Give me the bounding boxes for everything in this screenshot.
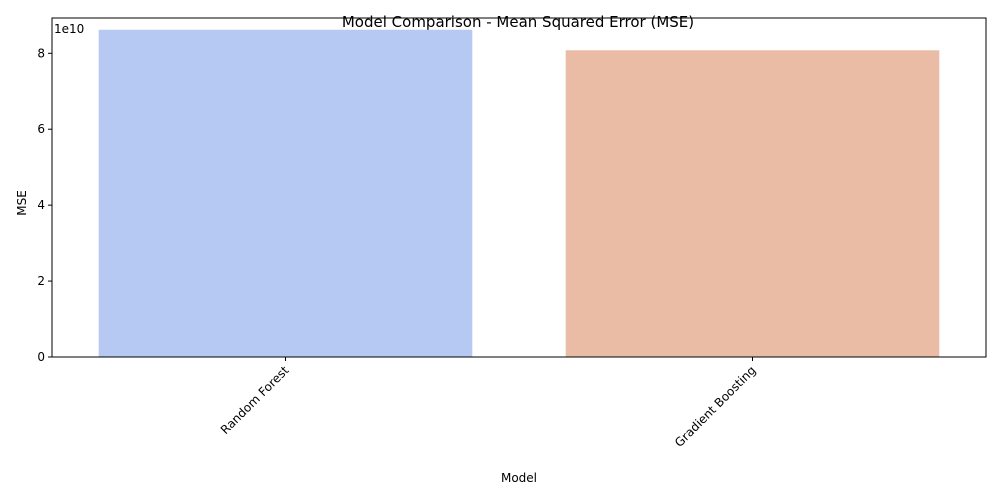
x-tick-label: Gradient Boosting xyxy=(672,363,759,450)
y-axis-label: MSE xyxy=(15,190,29,216)
bar-random-forest xyxy=(98,29,473,358)
y-tick-label: 8 xyxy=(37,46,45,60)
x-axis-label: Model xyxy=(501,471,537,485)
y-tick-label: 2 xyxy=(37,274,45,288)
y-axis: 0 2 4 6 8 xyxy=(37,46,52,364)
chart-title: Model Comparison - Mean Squared Error (M… xyxy=(342,13,694,31)
bar-gradient-boosting xyxy=(565,50,940,357)
x-tick-label: Random Forest xyxy=(218,363,292,437)
y-offset-label: 1e10 xyxy=(54,22,84,36)
y-tick-label: 0 xyxy=(37,350,45,364)
plot-frame xyxy=(51,17,987,358)
y-tick-label: 6 xyxy=(37,122,45,136)
bars-layer xyxy=(98,29,940,358)
x-axis: Random Forest Gradient Boosting xyxy=(218,357,759,450)
y-tick-label: 4 xyxy=(37,198,45,212)
